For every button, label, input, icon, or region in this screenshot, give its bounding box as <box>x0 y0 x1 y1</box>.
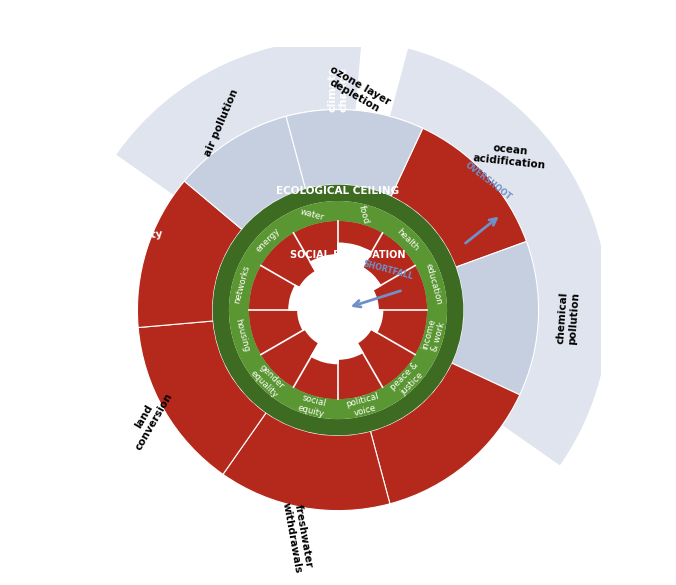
Text: health: health <box>395 227 421 253</box>
Text: ozone layer
depletion: ozone layer depletion <box>322 64 392 116</box>
Text: freshwater
withdrawals: freshwater withdrawals <box>281 500 315 574</box>
Text: peace &
justice: peace & justice <box>389 360 427 400</box>
Wedge shape <box>338 243 371 310</box>
Wedge shape <box>370 363 520 504</box>
Text: education: education <box>424 263 443 307</box>
Circle shape <box>299 271 377 349</box>
Wedge shape <box>116 39 362 238</box>
Wedge shape <box>338 290 378 310</box>
Text: air pollution: air pollution <box>202 88 240 158</box>
Text: income
& work: income & work <box>420 318 447 353</box>
Wedge shape <box>311 310 338 337</box>
Wedge shape <box>391 128 527 267</box>
Wedge shape <box>370 49 609 465</box>
Text: biodiversity
loss: biodiversity loss <box>93 229 164 255</box>
Text: social
equity: social equity <box>297 393 328 419</box>
Wedge shape <box>338 310 383 332</box>
Wedge shape <box>298 310 338 330</box>
Wedge shape <box>338 310 362 359</box>
Circle shape <box>249 221 427 399</box>
Text: SHORTFALL: SHORTFALL <box>362 259 414 281</box>
Text: networks: networks <box>233 264 251 305</box>
Text: SOCIAL FOUNDATION: SOCIAL FOUNDATION <box>290 250 406 260</box>
Wedge shape <box>286 109 422 197</box>
Wedge shape <box>223 413 390 511</box>
Text: nitrogen &
phosphorus loading: nitrogen & phosphorus loading <box>437 466 539 511</box>
Wedge shape <box>299 271 338 310</box>
Wedge shape <box>254 109 422 197</box>
Text: ECOLOGICAL CEILING: ECOLOGICAL CEILING <box>276 187 400 197</box>
Wedge shape <box>229 201 447 419</box>
Text: political
voice: political voice <box>345 392 383 419</box>
Text: gender
equality: gender equality <box>249 361 287 400</box>
Wedge shape <box>452 242 539 395</box>
Text: water: water <box>299 207 325 222</box>
Text: land
conversion: land conversion <box>124 386 174 452</box>
Wedge shape <box>338 268 381 310</box>
Text: food: food <box>357 204 370 225</box>
Wedge shape <box>213 185 463 435</box>
Wedge shape <box>312 310 338 363</box>
Circle shape <box>249 221 427 399</box>
Text: ocean
acidification: ocean acidification <box>472 141 547 170</box>
Text: housing: housing <box>234 318 251 353</box>
Wedge shape <box>138 321 266 474</box>
Text: energy: energy <box>254 226 282 254</box>
Text: OVERSHOOT: OVERSHOOT <box>464 161 513 202</box>
Wedge shape <box>310 255 338 310</box>
Wedge shape <box>185 116 306 229</box>
Text: chemical
pollution: chemical pollution <box>556 291 581 345</box>
Wedge shape <box>137 181 242 328</box>
Text: climate
change: climate change <box>327 67 349 112</box>
Wedge shape <box>338 310 369 341</box>
Wedge shape <box>289 285 338 310</box>
